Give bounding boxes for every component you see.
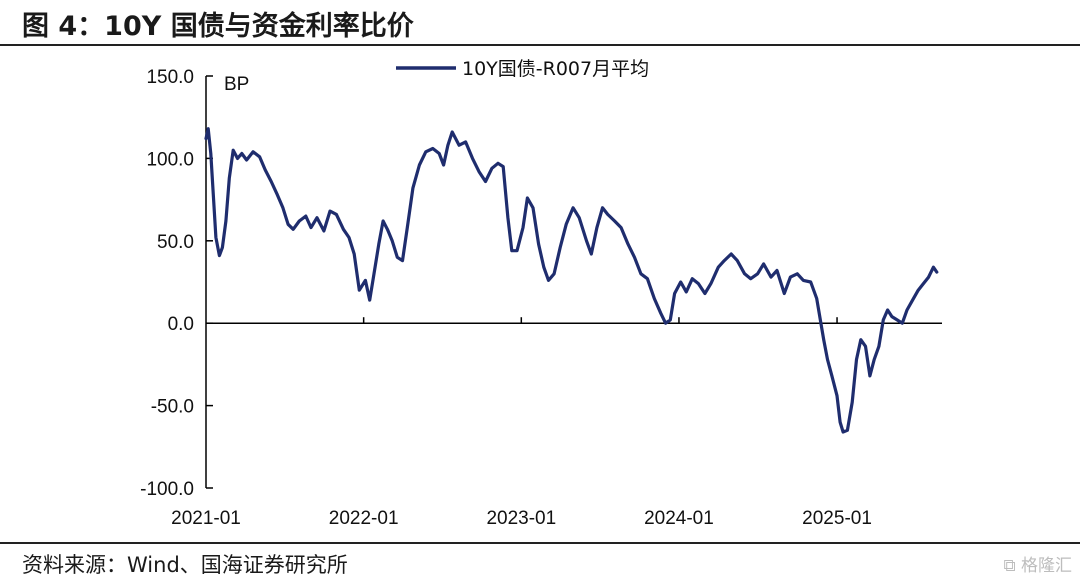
- source-note: 资料来源：Wind、国海证券研究所: [22, 553, 348, 577]
- line-chart: 150.0 100.0 50.0 0.0 -50.0 -100.0 BP 2021-01 202…: [140, 58, 942, 529]
- x-tick-label: 2024-01: [644, 508, 714, 529]
- y-tick-label: -50.0: [151, 397, 194, 418]
- y-axis-label: BP: [224, 74, 249, 95]
- x-tick-label: 2023-01: [486, 508, 556, 529]
- plot-area: [204, 127, 939, 434]
- legend-label: 10Y国债-R007月平均: [462, 58, 649, 80]
- figure-title: 图 4：10Y 国债与资金利率比价: [22, 11, 414, 42]
- chart-legend: 10Y国债-R007月平均: [396, 58, 649, 80]
- y-tick-label: -100.0: [140, 479, 194, 500]
- x-tick-label: 2021-01: [171, 508, 241, 529]
- x-tick-label: 2022-01: [329, 508, 399, 529]
- y-tick-label: 150.0: [146, 67, 194, 88]
- y-tick-label: 0.0: [168, 314, 194, 335]
- y-tick-label: 50.0: [157, 232, 194, 253]
- bottom-rule: [0, 542, 1080, 544]
- watermark-text: 格隆汇: [1021, 556, 1072, 576]
- x-tick-label: 2025-01: [802, 508, 872, 529]
- top-rule: [0, 44, 1080, 46]
- y-tick-label: 100.0: [146, 149, 194, 170]
- chart-axes: 150.0 100.0 50.0 0.0 -50.0 -100.0 BP 2021-01 202…: [140, 67, 942, 529]
- series-line: [204, 127, 939, 434]
- watermark-icon: ⧉: [1003, 556, 1016, 576]
- watermark: ⧉ 格隆汇: [1003, 551, 1072, 576]
